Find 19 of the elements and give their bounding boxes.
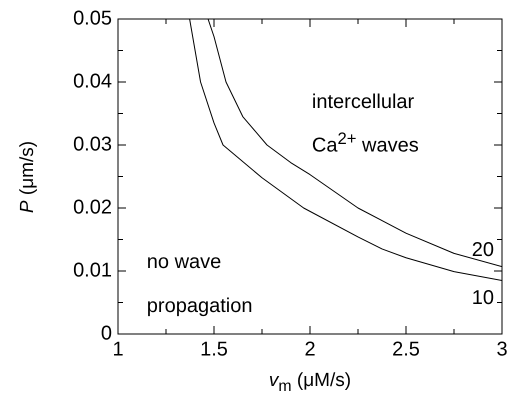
y-tick-label: 0.01: [73, 260, 112, 282]
y-tick-label: 0.04: [73, 70, 112, 93]
annotation: Ca$^{2+}$ waves: [312, 128, 419, 158]
legend-label: 20: [472, 239, 494, 262]
legend-label: 10: [472, 286, 494, 309]
x-tick-label: 2.5: [392, 338, 420, 361]
x-tick-label: 1: [112, 338, 124, 361]
y-tick-label: 0.05: [73, 8, 112, 30]
y-axis-title: P (μm/s): [17, 140, 39, 213]
x-tick-label: 2: [304, 338, 316, 361]
x-axis-title: v$_{m}$ (μM/s): [268, 370, 352, 396]
y-tick-label: 0.02: [73, 196, 112, 219]
y-tick-label: 0.03: [73, 134, 112, 156]
annotation: propagation: [146, 295, 252, 318]
y-tick-label: 0: [100, 322, 112, 345]
x-tick-label: 3: [496, 338, 508, 361]
annotation: intercellular: [312, 90, 414, 114]
annotation: no wave: [146, 251, 222, 274]
x-tick-label: 1.5: [200, 338, 228, 361]
